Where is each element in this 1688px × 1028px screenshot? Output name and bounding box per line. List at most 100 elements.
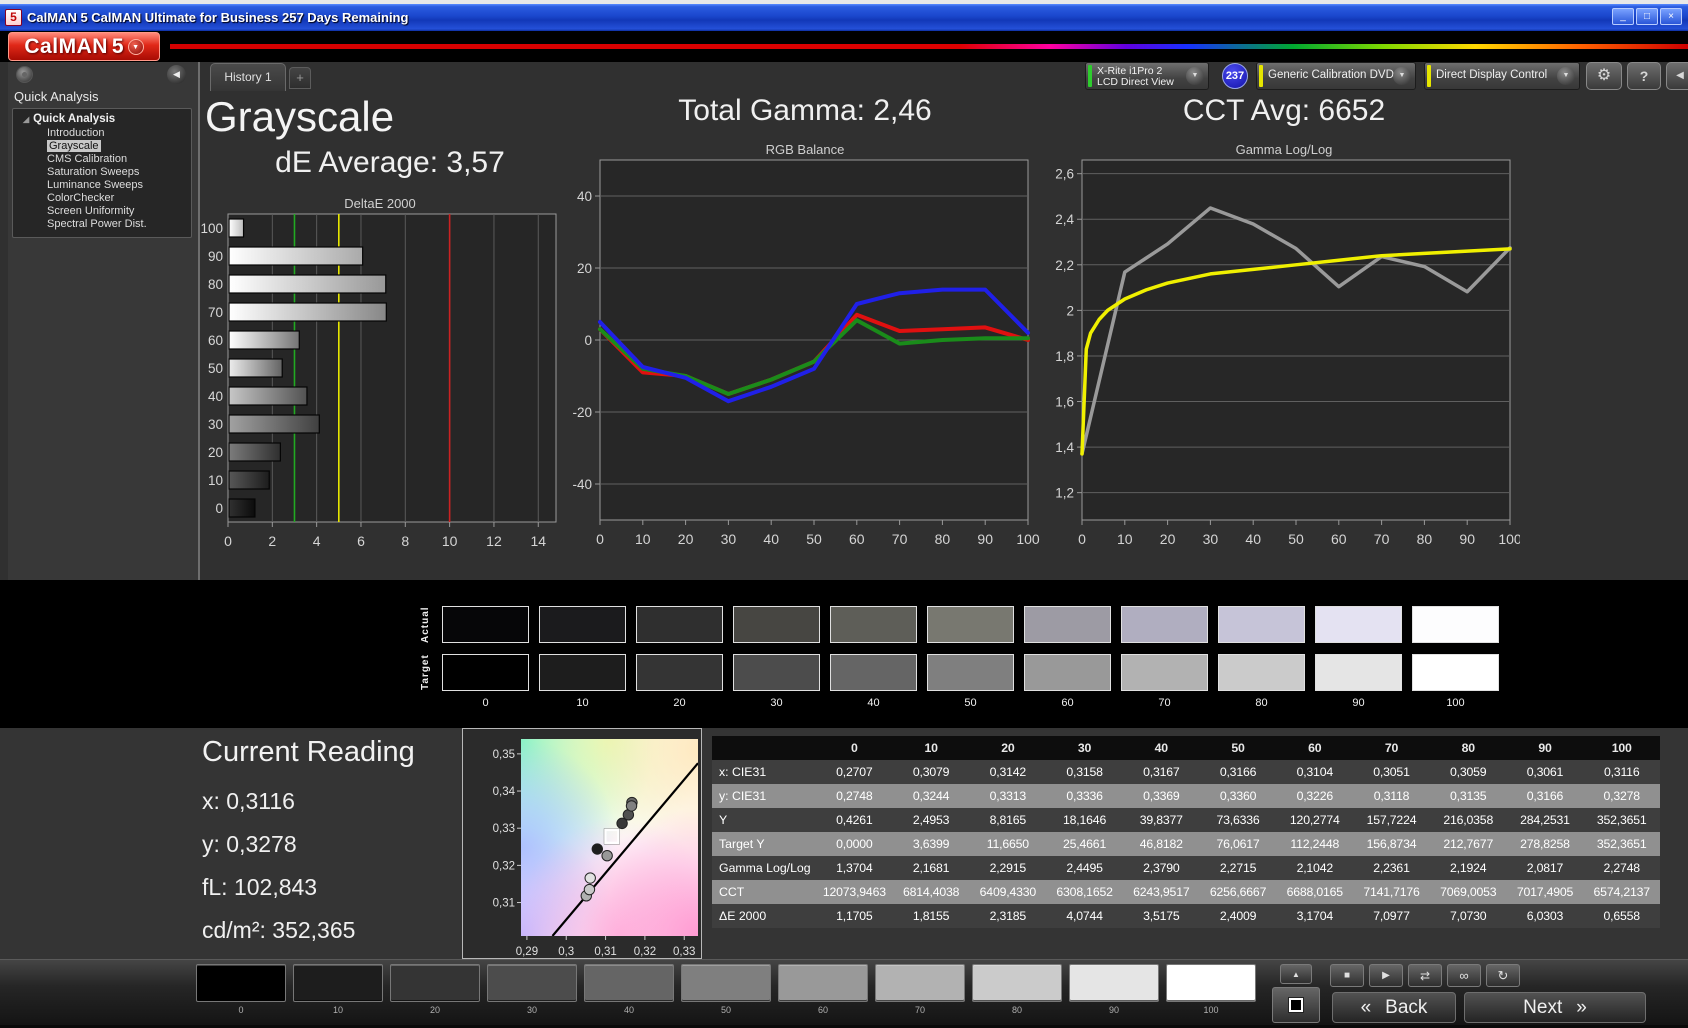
chevron-down-icon[interactable]: ▼ xyxy=(1186,67,1204,85)
x-tick-label: 0,31 xyxy=(594,946,616,958)
sidebar-item-grayscale[interactable]: Grayscale xyxy=(47,140,101,152)
stop-icon[interactable]: ■ xyxy=(1330,964,1364,987)
sidebar-item-spectral-power-dist[interactable]: Spectral Power Dist. xyxy=(47,218,147,230)
de-average-readout: dE Average: 3,57 xyxy=(275,146,505,179)
chevron-down-icon[interactable]: ▼ xyxy=(1557,67,1575,85)
sidebar-collapse-icon[interactable]: ◀ xyxy=(167,65,186,84)
refresh-icon[interactable]: ↻ xyxy=(1486,964,1520,987)
x-tick-label: 30 xyxy=(721,531,737,547)
table-cell: 0,3226 xyxy=(1296,789,1334,803)
deltae-bar-60 xyxy=(228,330,300,350)
pattern-swatch-40[interactable] xyxy=(584,964,674,1002)
close-button[interactable]: × xyxy=(1660,8,1682,25)
pattern-swatch-80[interactable] xyxy=(972,964,1062,1002)
y-tick-label: 30 xyxy=(208,417,223,432)
table-cell: 0,6558 xyxy=(1603,909,1641,923)
actual-swatch-80 xyxy=(1218,606,1305,643)
table-cell: 0,3059 xyxy=(1450,765,1487,779)
sidebar-item-cms-calibration[interactable]: CMS Calibration xyxy=(47,153,128,165)
continuous-loop-icon[interactable]: ∞ xyxy=(1447,964,1481,987)
sidebar-item-saturation-sweeps[interactable]: Saturation Sweeps xyxy=(47,166,140,178)
pattern-swatch-50[interactable] xyxy=(681,964,771,1002)
pattern-swatch-20[interactable] xyxy=(390,964,480,1002)
pattern-swatch-30[interactable] xyxy=(487,964,577,1002)
table-row: Gamma Log/Log 1,3704 2,1681 2,2915 2,4495 2,3… xyxy=(712,856,1660,880)
table-cell: 0,3313 xyxy=(989,789,1027,803)
pattern-level-label: 20 xyxy=(429,1005,440,1015)
table-row-label: y: CIE31 xyxy=(719,789,767,803)
cie-svg: 0,35 0,34 0,33 0,32 0,31 0,29 0,3 0,31 0,32 0,33 xyxy=(493,739,698,958)
play-icon[interactable]: ▶ xyxy=(1369,964,1403,987)
table-cell: 2,3185 xyxy=(989,909,1027,923)
table-cell: 7,0730 xyxy=(1450,909,1487,923)
tab-history-1[interactable]: History 1 xyxy=(210,63,286,91)
minimize-button[interactable]: _ xyxy=(1612,8,1634,25)
x-tick-label: 12 xyxy=(486,533,502,549)
pattern-swatch-100[interactable] xyxy=(1166,964,1256,1002)
maximize-button[interactable]: □ xyxy=(1636,8,1658,25)
table-cell: 278,8258 xyxy=(1520,837,1570,851)
sidebar-item-screen-uniformity[interactable]: Screen Uniformity xyxy=(47,205,135,217)
measured-gamma-line xyxy=(1080,206,1512,456)
pattern-window-button[interactable] xyxy=(1272,987,1320,1023)
step-icon[interactable]: ⇄ xyxy=(1408,964,1442,987)
x-tick-label: 0,3 xyxy=(558,946,574,958)
gear-icon[interactable]: ⚙ xyxy=(1586,62,1622,90)
pattern-swatch-60[interactable] xyxy=(778,964,868,1002)
display-control-dropdown[interactable]: Direct Display Control ▼ xyxy=(1424,62,1580,90)
titlebar: 5 CalMAN 5 CalMAN Ultimate for Business … xyxy=(0,4,1688,31)
expand-up-icon[interactable]: ▲ xyxy=(1280,964,1312,984)
add-tab-button[interactable]: + xyxy=(289,67,311,89)
table-cell: 1,1705 xyxy=(836,909,873,923)
chevron-down-icon[interactable]: ▼ xyxy=(1393,67,1411,85)
logo-text: CalMAN xyxy=(24,34,108,58)
table-column-header: 40 xyxy=(1154,741,1168,755)
tree-root[interactable]: ◢ Quick Analysis xyxy=(23,113,116,125)
y-tick-label: 0,32 xyxy=(493,860,515,872)
x-tick-label: 90 xyxy=(1459,531,1475,547)
rgb_balance-svg: 40 20 0 -20 -40 0 10 20 30 40 50 60 70 80 90 100 xyxy=(572,159,1040,547)
target-swatch-100 xyxy=(1412,654,1499,691)
x-tick-label: 4 xyxy=(313,533,321,549)
y-tick-label: 1,8 xyxy=(1055,349,1074,364)
pattern-swatch-90[interactable] xyxy=(1069,964,1159,1002)
deltae-bar-90 xyxy=(228,246,364,266)
table-cell: 6409,4330 xyxy=(979,885,1037,899)
table-cell: 2,2715 xyxy=(1219,861,1257,875)
band-level-label: 0 xyxy=(482,697,489,709)
target-swatch-70 xyxy=(1121,654,1208,691)
help-icon[interactable]: ? xyxy=(1627,62,1661,90)
rgb-balance-chart: 40 20 0 -20 -40 0 10 20 30 40 50 60 70 80 90 100 xyxy=(570,158,1040,563)
pattern-swatch-strip: 0 10 20 30 40 50 60 70 80 90 100 xyxy=(196,964,1256,1015)
tree-expander-icon[interactable]: ◢ xyxy=(23,115,30,124)
table-cell: 216,0358 xyxy=(1443,813,1494,827)
table-cell: 76,0617 xyxy=(1216,837,1260,851)
back-label: Back xyxy=(1385,996,1428,1018)
logo-row: CalMAN 5 ▼ xyxy=(0,31,1688,62)
table-row-label: x: CIE31 xyxy=(719,765,767,779)
x-tick-label: 10 xyxy=(635,531,651,547)
back-button[interactable]: « Back xyxy=(1332,992,1456,1023)
y-tick-label: 70 xyxy=(208,305,223,320)
next-button[interactable]: Next » xyxy=(1464,992,1646,1023)
deltae-bar-80 xyxy=(228,274,387,294)
x-tick-label: 8 xyxy=(401,533,409,549)
workflow-dot-icon[interactable] xyxy=(16,66,33,83)
table-cell: 0,3116 xyxy=(1603,765,1640,779)
logo-dropdown-icon[interactable]: ▼ xyxy=(127,38,144,55)
pattern-swatch-70[interactable] xyxy=(875,964,965,1002)
sidebar-item-colorchecker[interactable]: ColorChecker xyxy=(47,192,115,204)
sidebar-item-luminance-sweeps[interactable]: Luminance Sweeps xyxy=(47,179,144,191)
sidebar-item-introduction[interactable]: Introduction xyxy=(47,127,105,139)
pattern-level-label: 60 xyxy=(817,1005,828,1015)
pattern-swatch-0[interactable] xyxy=(196,964,286,1002)
total-gamma-readout: Total Gamma: 2,46 xyxy=(678,94,932,127)
collapse-panel-icon[interactable]: ◀ xyxy=(1666,62,1688,90)
pattern-swatch-10[interactable] xyxy=(293,964,383,1002)
source-dropdown[interactable]: Generic Calibration DVD ▼ xyxy=(1256,62,1416,90)
y-tick-label: -20 xyxy=(572,405,592,420)
target-swatch-20 xyxy=(636,654,723,691)
table-cell: 156,8734 xyxy=(1366,837,1417,851)
calman-logo[interactable]: CalMAN 5 ▼ xyxy=(8,32,160,61)
meter-dropdown[interactable]: X-Rite i1Pro 2 LCD Direct View ▼ xyxy=(1085,62,1209,90)
